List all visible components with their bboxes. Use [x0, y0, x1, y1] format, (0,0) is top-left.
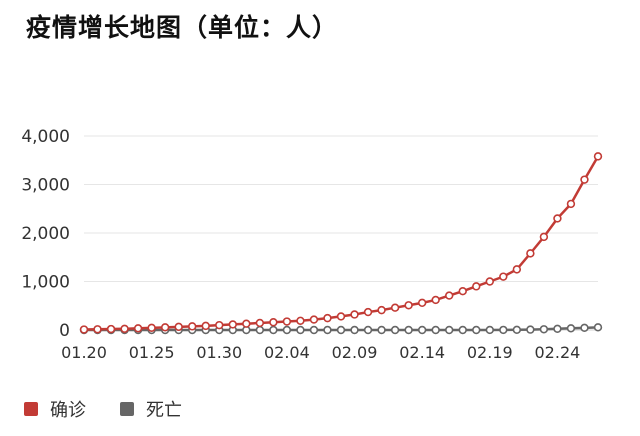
data-point[interactable]	[417, 298, 427, 308]
data-point[interactable]	[458, 325, 467, 335]
data-point[interactable]	[309, 325, 319, 335]
data-point[interactable]	[363, 307, 373, 317]
data-point[interactable]	[147, 323, 156, 333]
y-tick-label: 2,000	[21, 224, 70, 244]
data-point[interactable]	[296, 325, 305, 335]
data-point[interactable]	[445, 291, 454, 300]
x-tick-label: 01.30	[196, 343, 242, 362]
x-tick-label: 01.25	[129, 343, 175, 362]
data-point[interactable]	[553, 214, 562, 223]
data-point[interactable]	[539, 325, 549, 334]
data-point[interactable]	[485, 325, 494, 335]
y-tick-label: 1,000	[21, 273, 70, 293]
series-confirmed	[79, 152, 603, 334]
data-point[interactable]	[566, 199, 576, 209]
data-point[interactable]	[255, 318, 265, 328]
data-point[interactable]	[269, 325, 278, 335]
data-point[interactable]	[363, 325, 373, 335]
x-tick-label: 02.24	[535, 343, 581, 362]
x-tick-label: 02.14	[399, 343, 445, 362]
data-point[interactable]	[174, 322, 183, 332]
data-point[interactable]	[539, 232, 549, 242]
data-point[interactable]	[566, 324, 576, 333]
x-tick-label: 02.04	[264, 343, 310, 362]
data-point[interactable]	[580, 323, 589, 333]
data-point[interactable]	[390, 325, 400, 335]
legend: 确诊 死亡	[24, 396, 216, 422]
data-point[interactable]	[458, 287, 467, 296]
legend-swatch-confirmed	[24, 402, 38, 416]
data-point[interactable]	[404, 301, 413, 310]
data-point[interactable]	[93, 325, 102, 334]
data-point[interactable]	[242, 319, 251, 328]
data-point[interactable]	[472, 282, 481, 291]
y-tick-label: 0	[59, 321, 70, 341]
chart-title: 疫情增长地图（单位：人）	[26, 13, 339, 42]
data-point[interactable]	[485, 277, 494, 286]
legend-item-confirmed[interactable]: 确诊	[24, 396, 86, 422]
y-tick-label: 4,000	[21, 127, 70, 147]
data-point[interactable]	[255, 325, 265, 335]
data-point[interactable]	[472, 325, 481, 335]
gridlines	[84, 135, 598, 331]
data-point[interactable]	[512, 265, 522, 274]
data-point[interactable]	[336, 325, 346, 335]
data-point[interactable]	[282, 317, 292, 326]
data-point[interactable]	[269, 318, 278, 327]
data-point[interactable]	[79, 325, 89, 334]
data-point[interactable]	[323, 313, 332, 323]
data-point[interactable]	[553, 324, 562, 333]
legend-label-deaths: 死亡	[146, 400, 182, 421]
legend-item-deaths[interactable]: 死亡	[120, 396, 182, 422]
data-point[interactable]	[526, 249, 535, 258]
data-point[interactable]	[593, 323, 603, 332]
data-point[interactable]	[377, 305, 386, 315]
data-point[interactable]	[188, 322, 197, 331]
data-point[interactable]	[228, 320, 237, 329]
data-point[interactable]	[404, 325, 413, 335]
data-point[interactable]	[390, 303, 400, 312]
data-point[interactable]	[133, 324, 143, 333]
data-point[interactable]	[160, 323, 170, 332]
data-point[interactable]	[282, 325, 292, 335]
data-point[interactable]	[512, 325, 522, 335]
x-axis-ticks: 01.20 01.25 01.30 02.04 02.09 02.14 02.19 02.24	[61, 343, 580, 362]
data-point[interactable]	[350, 310, 359, 319]
y-axis-ticks: 0 1,000 2,000 3,000 4,000	[21, 127, 70, 341]
data-point[interactable]	[309, 315, 319, 324]
data-point[interactable]	[593, 152, 603, 161]
data-point[interactable]	[499, 272, 508, 281]
data-point[interactable]	[120, 324, 129, 333]
data-point[interactable]	[106, 324, 116, 334]
data-point[interactable]	[445, 325, 454, 335]
data-point[interactable]	[499, 325, 508, 335]
y-tick-label: 3,000	[21, 176, 70, 196]
data-point[interactable]	[417, 325, 427, 335]
x-tick-label: 02.09	[332, 343, 378, 362]
data-point[interactable]	[580, 175, 589, 184]
data-point[interactable]	[296, 316, 305, 325]
data-point[interactable]	[431, 295, 440, 305]
x-tick-label: 02.19	[467, 343, 513, 362]
legend-label-confirmed: 确诊	[50, 400, 86, 421]
data-point[interactable]	[350, 325, 359, 335]
data-point[interactable]	[431, 325, 440, 335]
data-point[interactable]	[215, 320, 224, 330]
data-point[interactable]	[526, 325, 535, 334]
series-layer	[79, 152, 603, 335]
x-tick-label: 01.20	[61, 343, 107, 362]
legend-swatch-deaths	[120, 402, 134, 416]
data-point[interactable]	[377, 325, 386, 335]
data-point[interactable]	[323, 325, 332, 335]
data-point[interactable]	[201, 321, 210, 331]
series-line	[83, 155, 600, 331]
data-point[interactable]	[336, 312, 346, 321]
